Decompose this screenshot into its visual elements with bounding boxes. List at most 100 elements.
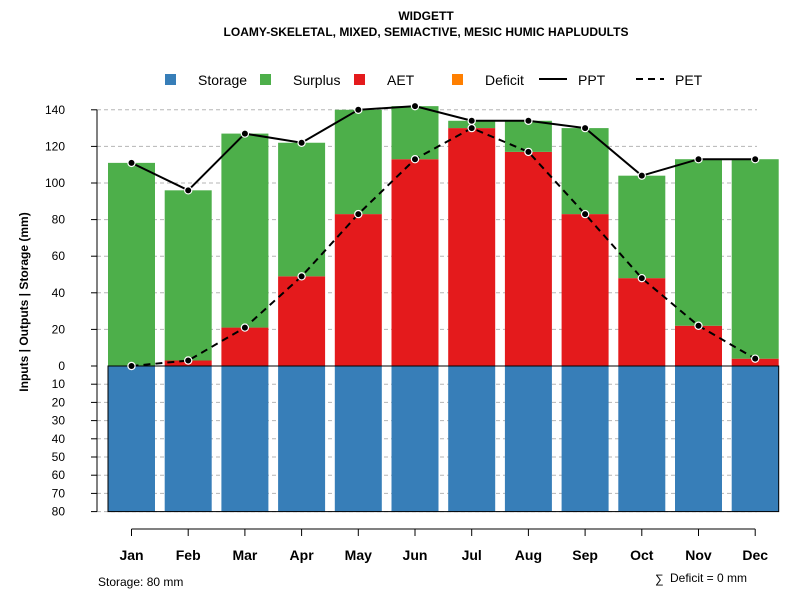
bar-storage	[164, 366, 212, 512]
x-tick-label: Aug	[515, 547, 542, 563]
bar-storage	[504, 366, 552, 512]
legend-swatch-aet	[354, 74, 365, 85]
point-pet	[127, 361, 136, 371]
x-tick-label: Feb	[176, 547, 201, 563]
y-tick-label: 40	[52, 432, 66, 446]
deficit-symbol: ∑	[655, 572, 664, 586]
x-axis: Jan Feb Mar Apr May Jun Jul Aug Sep Oct Nov Dec	[119, 528, 768, 563]
legend-label-aet: AET	[387, 72, 415, 88]
series-points	[127, 101, 760, 371]
bars	[108, 106, 779, 512]
y-tick-label: 60	[52, 249, 66, 263]
y-tick-label: 10	[52, 377, 66, 391]
legend-label-surplus: Surplus	[293, 72, 340, 88]
legend-label-deficit: Deficit	[485, 72, 524, 88]
point-pet	[240, 323, 250, 332]
chart-subtitle: LOAMY-SKELETAL, MIXED, SEMIACTIVE, MESIC…	[224, 25, 629, 39]
bar-surplus	[731, 159, 779, 359]
storage-frame	[107, 365, 780, 513]
bar-aet	[391, 159, 439, 366]
storage-note: Storage: 80 mm	[98, 575, 183, 589]
bar-surplus	[504, 120, 552, 152]
line-pet	[131, 126, 756, 367]
bar-surplus	[108, 162, 155, 366]
x-tick-label: Jul	[462, 547, 482, 563]
y-tick-label: 20	[52, 322, 66, 336]
point-pet	[354, 209, 363, 219]
storage-outline	[107, 365, 780, 513]
point-ppt	[354, 105, 363, 115]
legend-label-ppt: PPT	[578, 72, 606, 88]
bar-storage	[448, 366, 496, 512]
bar-aet	[278, 276, 326, 366]
y-tick-label: 20	[52, 395, 66, 409]
legend-swatch-deficit	[452, 74, 463, 85]
series-lines	[131, 105, 756, 367]
y-tick-label: 70	[52, 486, 66, 500]
legend-label-storage: Storage	[198, 72, 247, 88]
bar-aet	[618, 278, 666, 366]
legend-label-pet: PET	[675, 72, 703, 88]
x-tick-label: Oct	[630, 547, 654, 563]
bar-surplus	[675, 159, 722, 326]
y-tick-label: 140	[45, 103, 65, 117]
legend-swatch-surplus	[260, 74, 271, 85]
point-ppt	[297, 138, 306, 147]
y-tick-label: 0	[58, 359, 65, 373]
bar-storage	[278, 366, 326, 512]
point-ppt	[240, 129, 250, 138]
y-tick-label: 120	[45, 139, 65, 153]
y-tick-label: 80	[52, 505, 66, 519]
bar-surplus	[618, 175, 666, 279]
bar-storage	[561, 366, 609, 512]
chart-title: WIDGETT	[398, 9, 454, 23]
x-tick-label: May	[345, 547, 372, 563]
point-ppt	[183, 186, 193, 195]
x-tick-label: Dec	[742, 547, 768, 563]
bar-aet	[334, 214, 382, 366]
point-ppt	[467, 116, 476, 125]
bar-surplus	[221, 133, 269, 328]
bar-storage	[675, 366, 722, 512]
y-tick-label: 40	[52, 286, 66, 300]
x-tick-label: Mar	[232, 547, 257, 563]
bar-aet	[221, 327, 269, 366]
point-pet	[467, 123, 476, 133]
y-tick-label: 30	[52, 414, 66, 428]
bar-surplus	[164, 190, 212, 361]
bar-storage	[221, 366, 269, 512]
x-tick-label: Jan	[119, 547, 143, 563]
x-tick-label: Sep	[572, 547, 598, 563]
y-tick-label: 100	[45, 176, 65, 190]
point-pet	[297, 272, 306, 281]
point-pet	[410, 155, 420, 164]
point-ppt	[580, 123, 590, 133]
bar-aet	[675, 325, 722, 366]
line-ppt	[131, 105, 756, 192]
point-pet	[751, 354, 760, 363]
bar-aet	[504, 151, 552, 366]
legend-swatch-storage	[165, 74, 176, 85]
point-ppt	[694, 155, 703, 164]
point-ppt	[751, 155, 760, 164]
legend: Storage Surplus AET Deficit PPT PET	[165, 72, 703, 88]
bar-storage	[108, 366, 155, 512]
bar-storage	[391, 366, 439, 512]
point-pet	[524, 147, 533, 157]
bar-aet	[448, 128, 496, 366]
point-pet	[580, 209, 590, 219]
x-tick-label: Jun	[403, 547, 428, 563]
point-pet	[637, 273, 647, 283]
bar-aet	[561, 214, 609, 366]
bar-storage	[731, 366, 779, 512]
y-tick-label: 80	[52, 213, 66, 227]
point-ppt	[637, 171, 647, 180]
y-axis-label: Inputs | Outputs | Storage (mm)	[17, 212, 31, 391]
y-tick-label: 60	[52, 468, 66, 482]
bar-surplus	[278, 142, 326, 277]
bar-surplus	[334, 109, 382, 215]
bar-storage	[618, 366, 666, 512]
bar-surplus	[391, 106, 439, 160]
y-tick-label: 50	[52, 450, 66, 464]
